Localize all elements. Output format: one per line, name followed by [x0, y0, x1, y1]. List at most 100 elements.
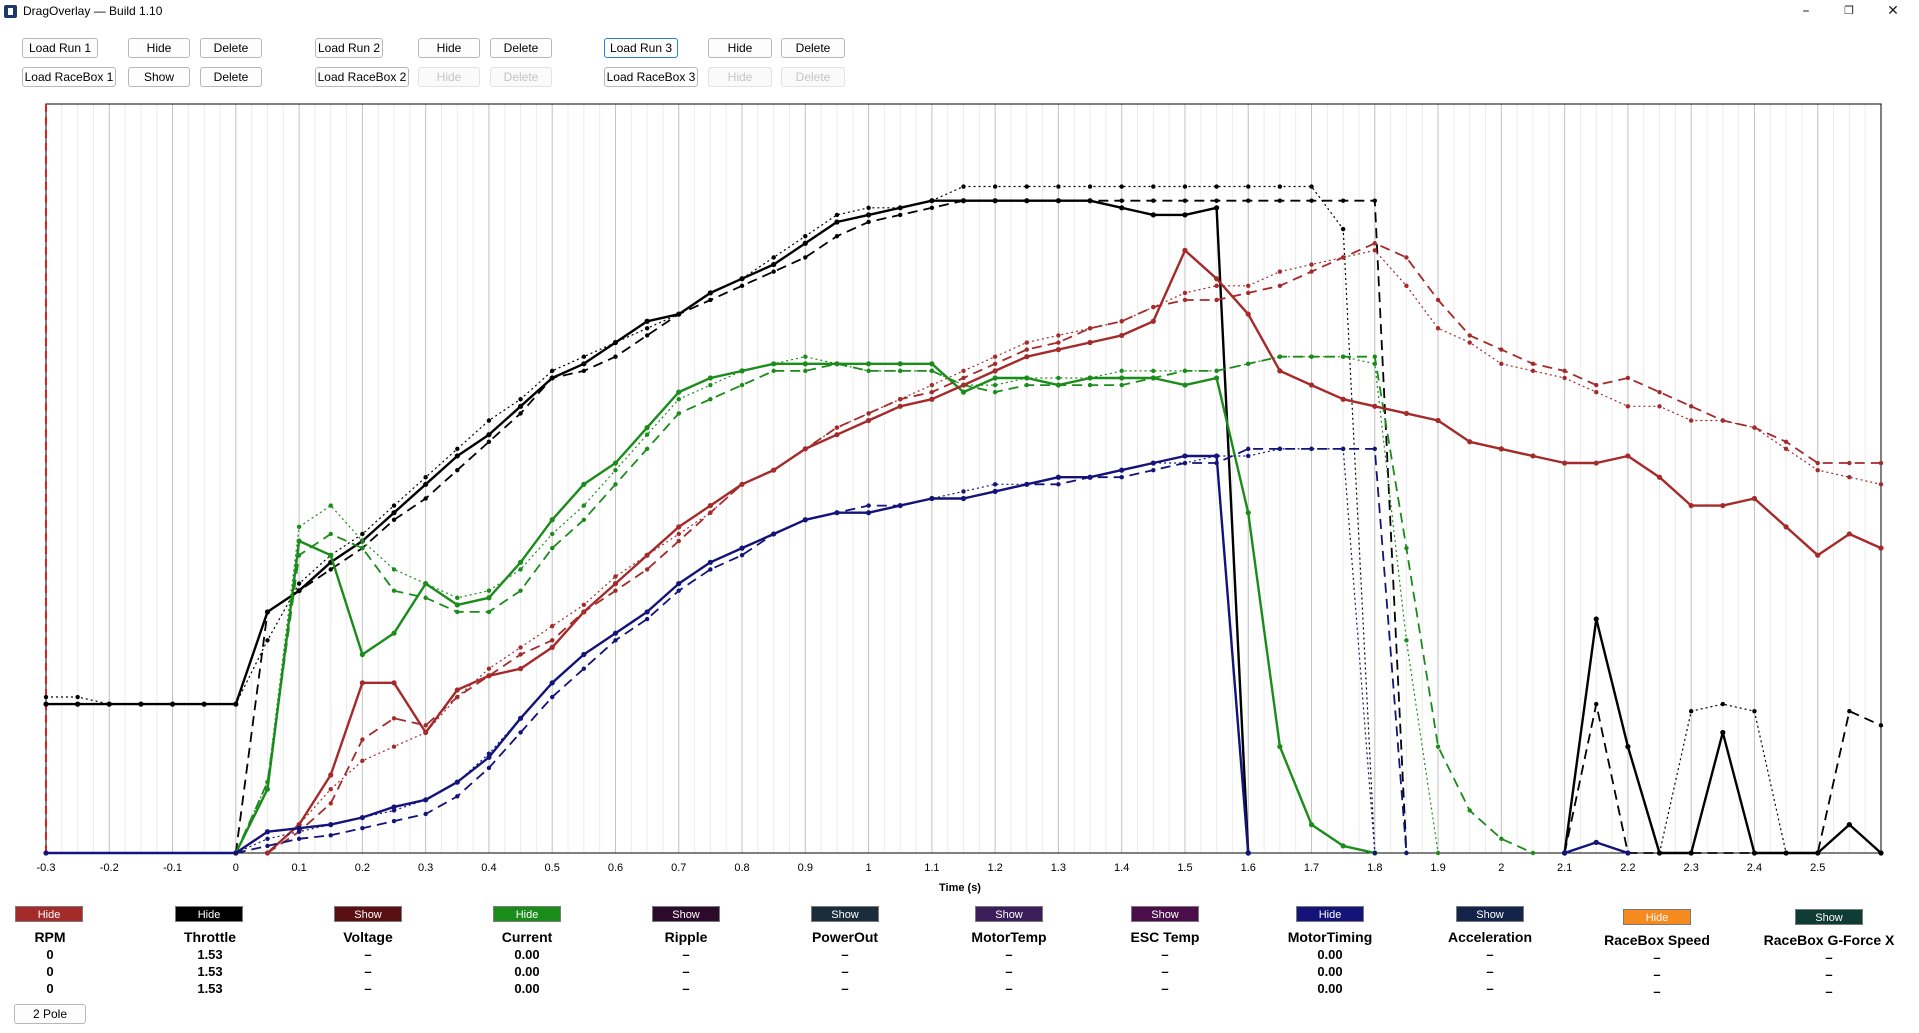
throttle-run-1-point	[75, 701, 81, 707]
motortiming-run-2-point	[676, 588, 681, 593]
overlay-chart[interactable]: -0.3 -0.2 -0.1 0 0.1 0.2 0.3 0.4 0.5 0.6 0.7 0.8 0.9…	[0, 0, 1919, 900]
rpm-run-3-point	[1594, 389, 1599, 395]
motortiming-run-3-point	[1340, 446, 1346, 452]
x-tick-label: 0.1	[291, 862, 306, 874]
motortiming-run-3-point	[1024, 482, 1029, 487]
hide-run-2-button[interactable]: Hide	[418, 38, 480, 58]
throttle-run-2-point	[644, 333, 650, 338]
powerout-toggle-button[interactable]: Show	[811, 906, 879, 922]
delete-racebox-1-button[interactable]: Delete	[200, 67, 262, 87]
current-run-3-point	[1151, 368, 1156, 374]
load-run-1-button[interactable]: Load Run 1	[22, 38, 98, 58]
delete-racebox-3-button[interactable]: Delete	[781, 67, 845, 87]
powerout-value-run-1: –	[841, 947, 849, 962]
rpm-value-run-2: 0	[46, 964, 54, 979]
voltage-toggle-button[interactable]: Show	[334, 906, 402, 922]
powerout-value-run-2: –	[841, 964, 849, 979]
current-run-3-point	[265, 779, 270, 785]
hide-racebox-2-button[interactable]: Hide	[418, 67, 480, 87]
motortiming-run-3-point	[1372, 850, 1377, 856]
rpm-run-2-point	[1277, 283, 1283, 288]
delete-run-3-button[interactable]: Delete	[781, 38, 845, 58]
motortiming-run-2-point	[992, 489, 998, 494]
rpm-run-3-point	[739, 482, 745, 487]
x-tick-label: 0.8	[734, 862, 749, 874]
rpm-run-2-point	[929, 389, 935, 395]
racebox-gforce-x-toggle-button[interactable]: Show	[1795, 909, 1863, 925]
throttle-run-3-point	[1246, 184, 1251, 189]
throttle-run-3-point	[644, 326, 650, 331]
rpm-run-1-point	[960, 382, 967, 388]
throttle-run-3-point	[265, 638, 270, 643]
rpm-run-1-point	[1182, 247, 1188, 253]
throttle-run-3-point	[708, 290, 713, 296]
delete-racebox-2-button[interactable]: Delete	[490, 67, 552, 87]
rpm-run-2-point	[486, 673, 492, 678]
x-tick-label: 0.9	[798, 862, 813, 874]
motortiming-run-2-point	[296, 836, 302, 842]
current-run-2-point	[771, 368, 776, 374]
load-racebox-1-button[interactable]: Load RaceBox 1	[22, 67, 116, 87]
rpm-run-2-line	[266, 242, 1881, 854]
restore-icon[interactable]: ❐	[1844, 4, 1854, 17]
racebox-gforce-x-value-run-3: –	[1825, 984, 1833, 999]
close-icon[interactable]: ✕	[1887, 3, 1899, 19]
current-run-3-point	[1119, 368, 1124, 374]
load-run-3-button[interactable]: Load Run 3	[604, 38, 678, 58]
hide-racebox-3-button[interactable]: Hide	[708, 67, 772, 87]
delete-run-1-button[interactable]: Delete	[200, 38, 262, 58]
throttle-run-3-point	[233, 701, 239, 707]
racebox-speed-toggle-button[interactable]: Hide	[1623, 909, 1691, 925]
hide-run-3-button[interactable]: Hide	[708, 38, 772, 58]
acceleration-toggle-button[interactable]: Show	[1456, 906, 1524, 922]
hide-run-1-button[interactable]: Hide	[128, 38, 190, 58]
load-run-2-button[interactable]: Load Run 2	[315, 38, 383, 58]
load-racebox-3-button[interactable]: Load RaceBox 3	[604, 67, 698, 87]
current-run-3-point	[992, 382, 998, 388]
x-tick-label: 1	[866, 862, 872, 874]
racebox-speed-run-3-point	[1688, 709, 1694, 714]
rpm-run-2-point	[1182, 297, 1188, 303]
pole-count-button[interactable]: 2 Pole	[14, 1004, 86, 1024]
x-tick-label: 2.4	[1747, 862, 1762, 874]
rpm-run-1-point	[1435, 417, 1441, 424]
delete-run-2-button[interactable]: Delete	[490, 38, 552, 58]
rpm-run-3-point	[455, 694, 460, 700]
racebox-speed-value-run-1: –	[1653, 950, 1661, 965]
x-tick-label: 1.5	[1177, 862, 1192, 874]
current-run-3-point	[455, 595, 460, 600]
esc-temp-toggle-button[interactable]: Show	[1131, 906, 1199, 922]
rpm-toggle-button[interactable]: Hide	[15, 906, 83, 922]
throttle-toggle-button[interactable]: Hide	[175, 906, 243, 922]
current-toggle-button[interactable]: Hide	[493, 906, 561, 922]
plot-frame	[45, 103, 1882, 854]
throttle-run-1-point	[865, 212, 872, 218]
motortiming-run-2-point	[1372, 446, 1377, 452]
rpm-run-3-point	[898, 397, 903, 402]
rpm-run-3-point	[1878, 482, 1884, 487]
racebox-speed-run-2-point	[1878, 723, 1884, 728]
x-tick-label: 1.8	[1367, 862, 1382, 874]
throttle-run-3-point	[1309, 184, 1314, 189]
rpm-run-1-point	[1308, 382, 1315, 388]
ripple-toggle-button[interactable]: Show	[652, 906, 720, 922]
current-run-1-point	[328, 552, 334, 558]
racebox-gforce-x-label: RaceBox G-Force X	[1763, 932, 1895, 948]
current-run-3-point	[296, 524, 302, 530]
load-racebox-2-button[interactable]: Load RaceBox 2	[315, 67, 409, 87]
throttle-run-2-point	[1151, 198, 1156, 203]
rpm-run-1-point	[1815, 552, 1821, 558]
motortiming-toggle-button[interactable]: Hide	[1296, 906, 1364, 922]
motortemp-toggle-button[interactable]: Show	[975, 906, 1043, 922]
motortemp-value-run-1: –	[1005, 947, 1013, 962]
ripple-value-run-3: –	[682, 981, 690, 996]
x-tick-label: 0.2	[355, 862, 370, 874]
rpm-run-3-point	[834, 425, 840, 430]
motortiming-run-2-point	[1119, 475, 1124, 480]
current-run-1-point	[264, 786, 271, 792]
show-racebox-1-button[interactable]: Show	[128, 67, 190, 87]
motortiming-run-2-point	[455, 794, 460, 799]
minimize-icon[interactable]: –	[1802, 3, 1810, 19]
rpm-run-3-point	[771, 467, 776, 473]
throttle-value-run-2: 1.53	[197, 964, 223, 979]
